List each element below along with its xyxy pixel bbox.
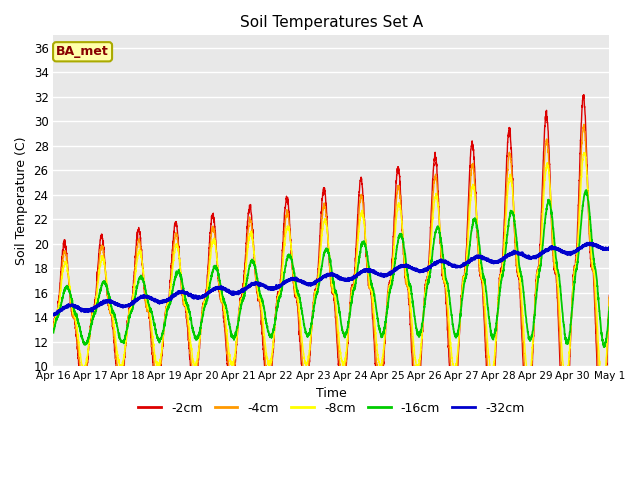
Y-axis label: Soil Temperature (C): Soil Temperature (C) xyxy=(15,137,28,265)
X-axis label: Time: Time xyxy=(316,387,347,400)
Title: Soil Temperatures Set A: Soil Temperatures Set A xyxy=(240,15,423,30)
Text: BA_met: BA_met xyxy=(56,45,109,58)
Legend: -2cm, -4cm, -8cm, -16cm, -32cm: -2cm, -4cm, -8cm, -16cm, -32cm xyxy=(134,396,529,420)
